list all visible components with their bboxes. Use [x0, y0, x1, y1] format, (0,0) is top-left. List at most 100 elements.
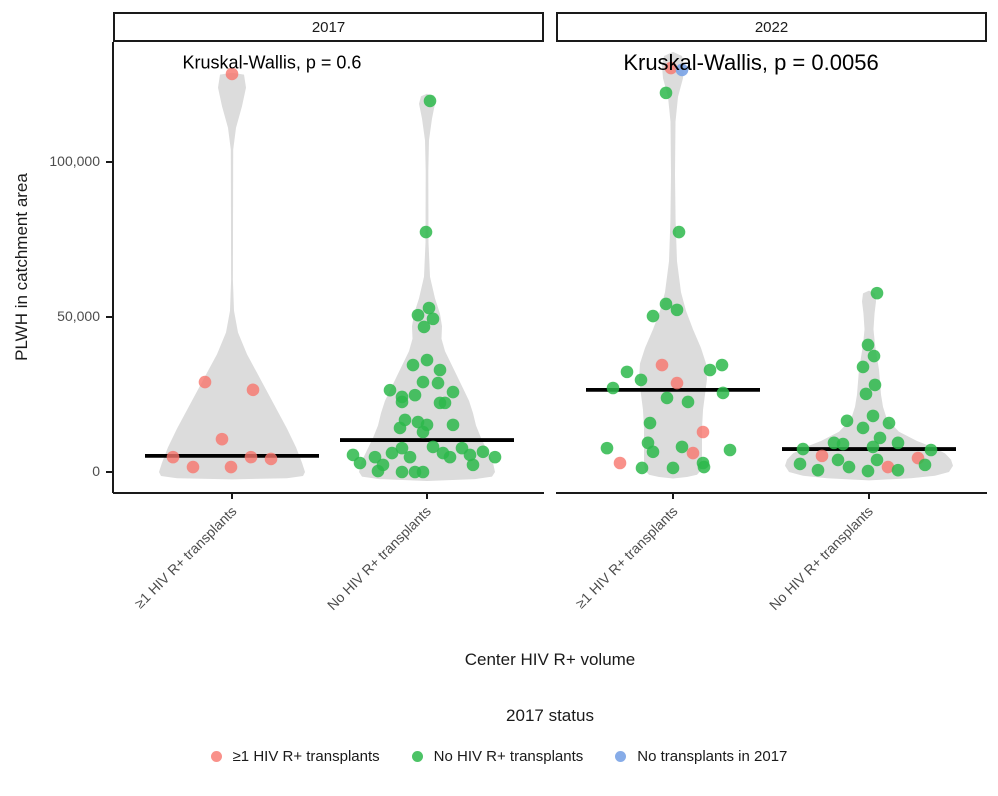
data-point — [423, 94, 437, 108]
data-point — [666, 461, 680, 475]
data-point — [244, 450, 258, 464]
data-point — [866, 409, 880, 423]
data-point — [406, 358, 420, 372]
data-point — [246, 383, 260, 397]
data-point — [215, 432, 229, 446]
data-point — [198, 375, 212, 389]
data-point — [659, 297, 673, 311]
data-point — [856, 421, 870, 435]
legend-label: No transplants in 2017 — [637, 748, 788, 765]
data-point — [681, 395, 695, 409]
violin-2022-group1 — [639, 51, 707, 479]
data-point — [793, 457, 807, 471]
data-point — [422, 301, 436, 315]
data-point — [866, 440, 880, 454]
data-point — [416, 465, 430, 479]
data-point — [446, 418, 460, 432]
y-tick-label: 0 — [92, 463, 100, 479]
data-point — [476, 445, 490, 459]
violin-2017-group1 — [159, 72, 305, 480]
data-point — [395, 395, 409, 409]
data-point — [811, 463, 825, 477]
y-axis-title: PLWH in catchment area — [12, 173, 31, 361]
data-point — [420, 353, 434, 367]
data-point — [891, 436, 905, 450]
data-point — [411, 308, 425, 322]
data-point — [417, 320, 431, 334]
data-point — [224, 460, 238, 474]
legend-dot-b — [615, 751, 627, 762]
data-point — [723, 443, 737, 457]
data-point — [466, 458, 480, 472]
data-point — [655, 358, 669, 372]
data-point — [426, 440, 440, 454]
data-point — [918, 458, 932, 472]
y-tick-label: 100,000 — [49, 153, 100, 169]
data-point — [416, 425, 430, 439]
data-point — [664, 61, 678, 75]
data-point — [463, 448, 477, 462]
data-point — [426, 312, 440, 326]
kruskal-wallis-annotation-2022: Kruskal-Wallis, p = 0.0056 — [623, 50, 879, 75]
data-point — [419, 225, 433, 239]
data-point — [225, 67, 239, 81]
data-point — [395, 465, 409, 479]
legend-item: No HIV R+ transplants — [411, 748, 584, 765]
data-point — [431, 376, 445, 390]
data-point — [703, 363, 717, 377]
violin-2017-group2 — [359, 93, 495, 482]
data-point — [416, 375, 430, 389]
data-point — [670, 303, 684, 317]
data-point — [815, 449, 829, 463]
legend-dot-r — [210, 751, 222, 762]
data-point — [376, 458, 390, 472]
data-point — [443, 450, 457, 464]
data-point — [836, 437, 850, 451]
data-point — [393, 421, 407, 435]
legend-item: ≥1 HIV R+ transplants — [210, 748, 380, 765]
data-point — [715, 358, 729, 372]
data-point — [403, 450, 417, 464]
data-point — [856, 360, 870, 374]
data-point — [264, 452, 278, 466]
data-point — [643, 416, 657, 430]
data-point — [613, 456, 627, 470]
data-point — [696, 425, 710, 439]
data-point — [842, 460, 856, 474]
data-point — [861, 338, 875, 352]
data-point — [796, 442, 810, 456]
data-point — [385, 446, 399, 460]
data-point — [675, 440, 689, 454]
data-point — [186, 460, 200, 474]
data-point — [891, 463, 905, 477]
facet-strip-label: 2017 — [311, 18, 346, 36]
data-point — [620, 365, 634, 379]
data-point — [861, 464, 875, 478]
data-point — [659, 86, 673, 100]
data-point — [635, 461, 649, 475]
data-point — [646, 309, 660, 323]
data-point — [634, 373, 648, 387]
data-point — [675, 63, 689, 77]
data-point — [867, 349, 881, 363]
data-point — [660, 391, 674, 405]
facet-strip-label: 2022 — [754, 18, 789, 36]
data-point — [840, 414, 854, 428]
data-point — [859, 387, 873, 401]
facet-strip-2022: 2022 — [556, 12, 987, 42]
legend: ≥1 HIV R+ transplants No HIV R+ transplan… — [0, 748, 998, 765]
data-point — [646, 445, 660, 459]
y-tick-label: 50,000 — [57, 308, 100, 324]
data-point — [383, 383, 397, 397]
data-point — [870, 286, 884, 300]
data-point — [831, 453, 845, 467]
data-point — [924, 443, 938, 457]
data-point — [606, 381, 620, 395]
data-point — [670, 376, 684, 390]
data-point — [868, 378, 882, 392]
data-point — [881, 460, 895, 474]
data-point — [353, 456, 367, 470]
legend-label: No HIV R+ transplants — [433, 748, 584, 765]
data-point — [873, 431, 887, 445]
